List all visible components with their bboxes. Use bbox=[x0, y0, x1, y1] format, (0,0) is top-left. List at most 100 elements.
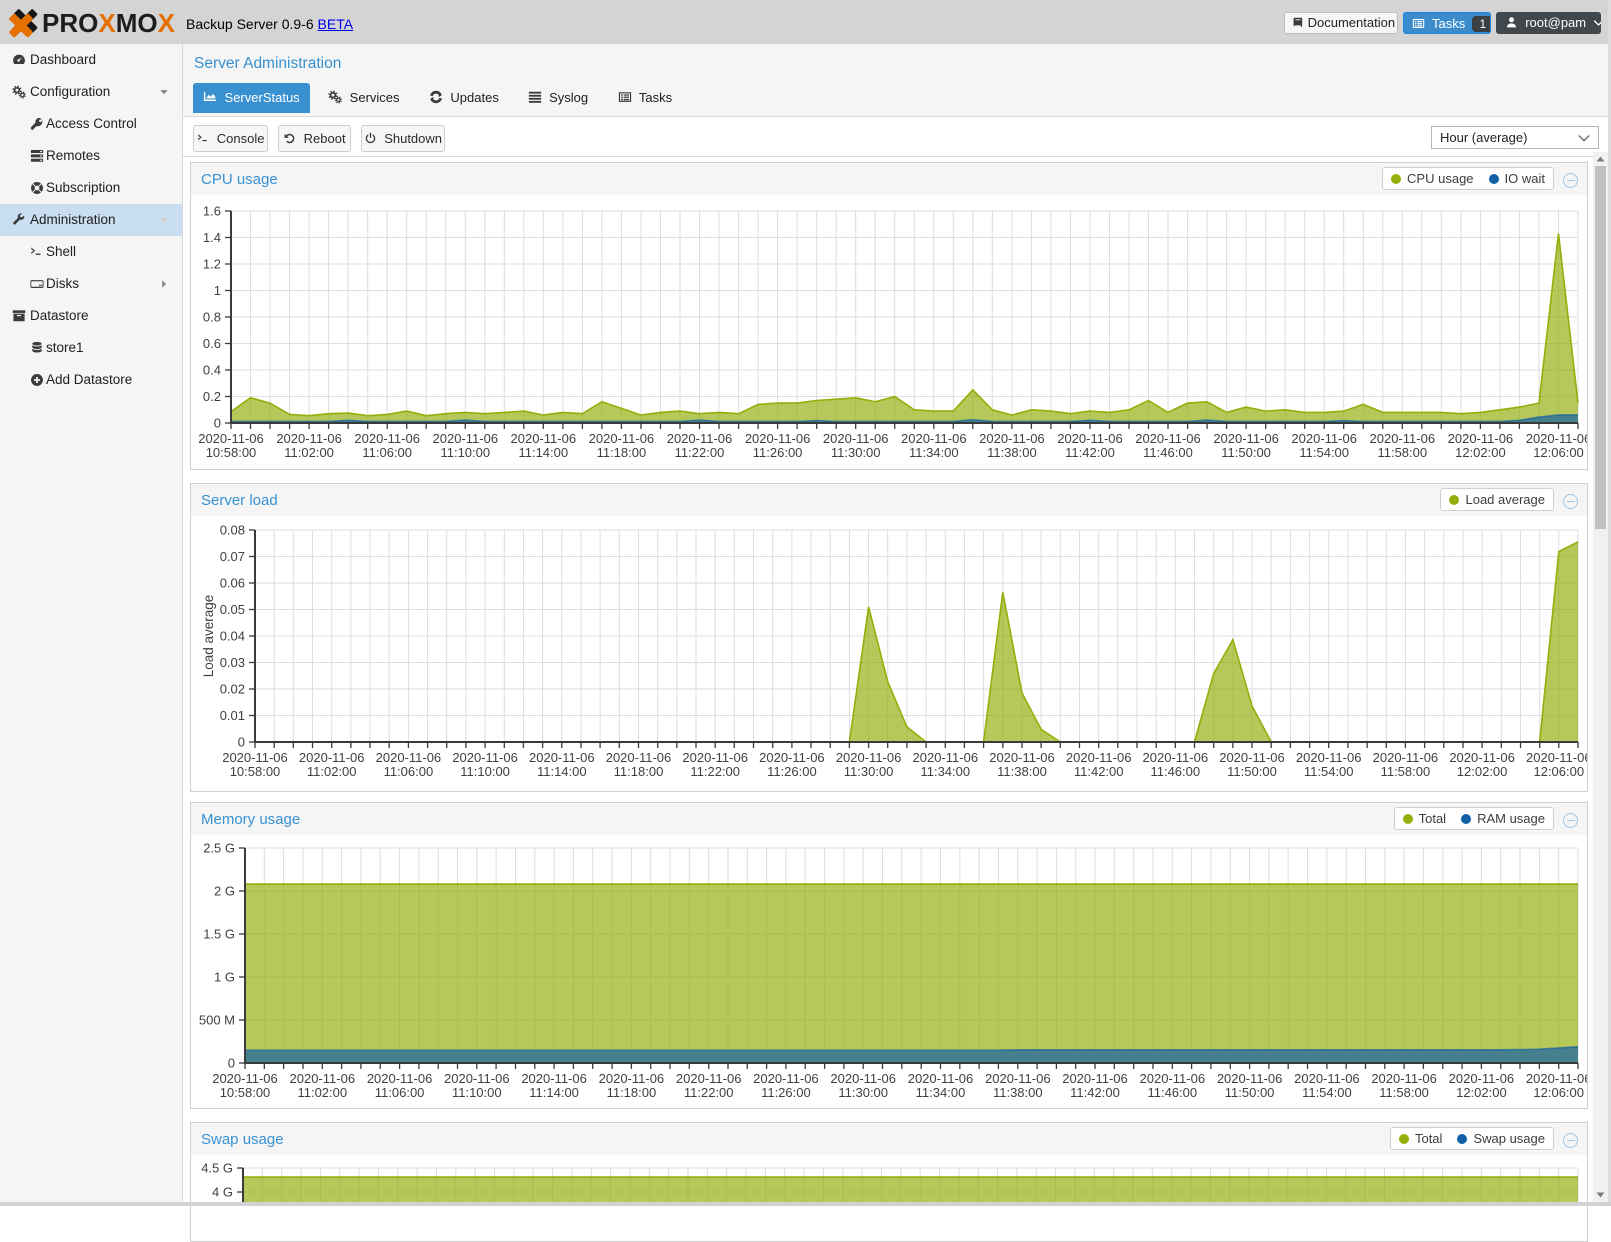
svg-text:11:14:00: 11:14:00 bbox=[537, 764, 587, 779]
svg-text:11:34:00: 11:34:00 bbox=[920, 764, 970, 779]
svg-text:2020-11-06: 2020-11-06 bbox=[589, 431, 655, 446]
svg-text:11:14:00: 11:14:00 bbox=[529, 1085, 579, 1100]
svg-text:2020-11-06: 2020-11-06 bbox=[290, 1071, 356, 1086]
svg-text:0.2: 0.2 bbox=[203, 389, 221, 404]
svg-text:2020-11-06: 2020-11-06 bbox=[1448, 431, 1514, 446]
svg-text:2020-11-06: 2020-11-06 bbox=[836, 750, 902, 765]
svg-text:2020-11-06: 2020-11-06 bbox=[354, 431, 420, 446]
svg-text:11:18:00: 11:18:00 bbox=[607, 1085, 657, 1100]
svg-text:2020-11-06: 2020-11-06 bbox=[529, 750, 595, 765]
svg-text:11:58:00: 11:58:00 bbox=[1379, 1085, 1429, 1100]
svg-text:2020-11-06: 2020-11-06 bbox=[1057, 431, 1123, 446]
svg-text:2020-11-06: 2020-11-06 bbox=[222, 750, 288, 765]
svg-text:2020-11-06: 2020-11-06 bbox=[1526, 1071, 1587, 1086]
svg-text:2020-11-06: 2020-11-06 bbox=[985, 1071, 1051, 1086]
svg-text:0.6: 0.6 bbox=[203, 336, 221, 351]
svg-text:2020-11-06: 2020-11-06 bbox=[682, 750, 748, 765]
svg-text:2020-11-06: 2020-11-06 bbox=[606, 750, 672, 765]
svg-text:2020-11-06: 2020-11-06 bbox=[299, 750, 365, 765]
svg-text:11:54:00: 11:54:00 bbox=[1304, 764, 1354, 779]
svg-text:2020-11-06: 2020-11-06 bbox=[1370, 431, 1436, 446]
svg-text:2020-11-06: 2020-11-06 bbox=[433, 431, 499, 446]
svg-text:4.5 G: 4.5 G bbox=[201, 1161, 233, 1176]
svg-text:2020-11-06: 2020-11-06 bbox=[376, 750, 442, 765]
svg-text:2020-11-06: 2020-11-06 bbox=[198, 431, 264, 446]
svg-text:0.01: 0.01 bbox=[220, 708, 245, 723]
svg-text:11:42:00: 11:42:00 bbox=[1074, 764, 1124, 779]
svg-text:2020-11-06: 2020-11-06 bbox=[599, 1071, 665, 1086]
svg-text:2020-11-06: 2020-11-06 bbox=[913, 750, 979, 765]
svg-text:0.02: 0.02 bbox=[220, 682, 245, 697]
svg-text:2020-11-06: 2020-11-06 bbox=[753, 1071, 819, 1086]
svg-text:1.5 G: 1.5 G bbox=[203, 927, 235, 942]
svg-text:12:06:00: 12:06:00 bbox=[1533, 1085, 1584, 1100]
svg-text:0.4: 0.4 bbox=[203, 363, 221, 378]
svg-text:2020-11-06: 2020-11-06 bbox=[901, 431, 967, 446]
svg-text:11:42:00: 11:42:00 bbox=[1070, 1085, 1120, 1100]
svg-text:0.8: 0.8 bbox=[203, 310, 221, 325]
svg-text:0.05: 0.05 bbox=[220, 602, 245, 617]
svg-text:0: 0 bbox=[214, 416, 221, 431]
svg-text:2020-11-06: 2020-11-06 bbox=[979, 431, 1045, 446]
svg-text:11:30:00: 11:30:00 bbox=[844, 764, 894, 779]
svg-text:0.03: 0.03 bbox=[220, 655, 245, 670]
svg-text:2020-11-06: 2020-11-06 bbox=[1294, 1071, 1360, 1086]
svg-text:11:58:00: 11:58:00 bbox=[1377, 445, 1427, 460]
svg-text:11:18:00: 11:18:00 bbox=[614, 764, 664, 779]
svg-text:2020-11-06: 2020-11-06 bbox=[1526, 431, 1587, 446]
svg-text:Load average: Load average bbox=[201, 595, 216, 678]
svg-text:11:26:00: 11:26:00 bbox=[753, 445, 803, 460]
svg-text:2020-11-06: 2020-11-06 bbox=[276, 431, 342, 446]
svg-text:11:54:00: 11:54:00 bbox=[1302, 1085, 1352, 1100]
svg-text:2020-11-06: 2020-11-06 bbox=[212, 1071, 278, 1086]
svg-text:11:18:00: 11:18:00 bbox=[597, 445, 647, 460]
svg-text:10:58:00: 10:58:00 bbox=[206, 445, 257, 460]
svg-text:2020-11-06: 2020-11-06 bbox=[521, 1071, 587, 1086]
svg-text:2020-11-06: 2020-11-06 bbox=[759, 750, 825, 765]
svg-text:0.04: 0.04 bbox=[220, 629, 245, 644]
svg-text:11:10:00: 11:10:00 bbox=[460, 764, 510, 779]
svg-text:11:02:00: 11:02:00 bbox=[307, 764, 357, 779]
svg-text:11:02:00: 11:02:00 bbox=[284, 445, 334, 460]
svg-text:11:30:00: 11:30:00 bbox=[831, 445, 881, 460]
svg-text:2020-11-06: 2020-11-06 bbox=[1140, 1071, 1206, 1086]
svg-text:2020-11-06: 2020-11-06 bbox=[676, 1071, 742, 1086]
svg-text:11:10:00: 11:10:00 bbox=[452, 1085, 502, 1100]
svg-text:11:10:00: 11:10:00 bbox=[440, 445, 490, 460]
svg-text:1: 1 bbox=[214, 283, 221, 298]
svg-text:12:06:00: 12:06:00 bbox=[1533, 764, 1584, 779]
svg-text:11:38:00: 11:38:00 bbox=[987, 445, 1037, 460]
svg-text:12:02:00: 12:02:00 bbox=[1455, 445, 1506, 460]
svg-text:2020-11-06: 2020-11-06 bbox=[1143, 750, 1209, 765]
svg-text:1 G: 1 G bbox=[214, 970, 235, 985]
svg-text:11:02:00: 11:02:00 bbox=[297, 1085, 347, 1100]
svg-text:11:22:00: 11:22:00 bbox=[675, 445, 725, 460]
svg-text:2020-11-06: 2020-11-06 bbox=[830, 1071, 896, 1086]
svg-text:2020-11-06: 2020-11-06 bbox=[1526, 750, 1587, 765]
svg-text:2020-11-06: 2020-11-06 bbox=[452, 750, 518, 765]
svg-text:2020-11-06: 2020-11-06 bbox=[1291, 431, 1357, 446]
svg-text:10:58:00: 10:58:00 bbox=[220, 1085, 271, 1100]
svg-text:11:22:00: 11:22:00 bbox=[684, 1085, 734, 1100]
svg-text:0: 0 bbox=[228, 1056, 235, 1071]
svg-text:11:50:00: 11:50:00 bbox=[1227, 764, 1277, 779]
svg-text:11:34:00: 11:34:00 bbox=[916, 1085, 966, 1100]
svg-text:2020-11-06: 2020-11-06 bbox=[1213, 431, 1279, 446]
svg-text:11:06:00: 11:06:00 bbox=[375, 1085, 425, 1100]
svg-text:11:26:00: 11:26:00 bbox=[761, 1085, 811, 1100]
svg-text:2020-11-06: 2020-11-06 bbox=[745, 431, 811, 446]
svg-text:11:54:00: 11:54:00 bbox=[1299, 445, 1349, 460]
svg-text:2020-11-06: 2020-11-06 bbox=[667, 431, 733, 446]
svg-text:2020-11-06: 2020-11-06 bbox=[1296, 750, 1362, 765]
svg-text:11:38:00: 11:38:00 bbox=[997, 764, 1047, 779]
svg-text:2020-11-06: 2020-11-06 bbox=[1371, 1071, 1437, 1086]
svg-text:0.08: 0.08 bbox=[220, 523, 245, 538]
svg-text:2020-11-06: 2020-11-06 bbox=[1449, 1071, 1515, 1086]
svg-text:12:02:00: 12:02:00 bbox=[1456, 1085, 1507, 1100]
svg-text:11:46:00: 11:46:00 bbox=[1147, 1085, 1197, 1100]
svg-text:12:06:00: 12:06:00 bbox=[1533, 445, 1584, 460]
svg-text:11:38:00: 11:38:00 bbox=[993, 1085, 1043, 1100]
svg-text:11:22:00: 11:22:00 bbox=[690, 764, 740, 779]
svg-text:11:58:00: 11:58:00 bbox=[1381, 764, 1431, 779]
svg-text:2020-11-06: 2020-11-06 bbox=[908, 1071, 974, 1086]
